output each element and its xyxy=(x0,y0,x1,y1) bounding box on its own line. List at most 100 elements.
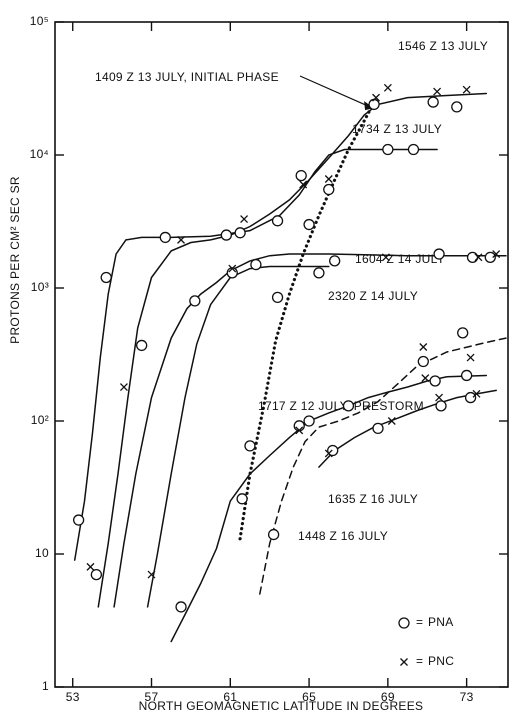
x-tick-label: 53 xyxy=(66,690,80,704)
y-axis-label: PROTONS PER CM² SEC SR xyxy=(8,176,22,344)
curve-label: 1717 Z 12 JULY, PRESTORM xyxy=(258,399,424,413)
y-tick-label: 10 xyxy=(35,546,49,560)
pna-point xyxy=(323,183,335,196)
pna-point xyxy=(250,258,262,271)
pna-point xyxy=(327,444,339,457)
curve-label: 1546 Z 13 JULY xyxy=(398,39,488,53)
x-tick-label: 73 xyxy=(460,690,474,704)
pnc-point xyxy=(462,85,471,94)
pna-point xyxy=(244,440,256,452)
pna-point xyxy=(464,391,477,404)
pnc-point xyxy=(387,417,396,425)
pna-point xyxy=(342,400,355,412)
legend-label: PNC xyxy=(428,654,454,668)
y-tick-label: 10⁵ xyxy=(30,14,49,28)
pna-point xyxy=(220,229,233,241)
pna-point xyxy=(234,227,246,239)
pnc-point xyxy=(474,253,483,262)
pna-point xyxy=(429,375,441,387)
pna-point xyxy=(382,143,394,156)
pnc-point xyxy=(435,393,444,402)
pna-point xyxy=(293,420,305,432)
pna-point xyxy=(435,400,447,412)
y-tick-label: 1 xyxy=(42,679,49,693)
pna-point xyxy=(295,169,307,182)
curve-label: 1448 Z 16 JULY xyxy=(298,529,388,543)
pnc-point xyxy=(419,343,428,351)
y-tick-label: 10² xyxy=(31,413,49,427)
pna-point xyxy=(236,493,248,505)
pnc-point xyxy=(295,426,304,435)
pna-point xyxy=(267,528,280,541)
pna-point xyxy=(457,327,469,339)
x-tick-label: 61 xyxy=(223,690,237,704)
pna-point xyxy=(466,251,479,264)
curve xyxy=(238,100,376,541)
y-tick-label: 10³ xyxy=(31,280,49,294)
pna-point xyxy=(427,96,439,108)
pnc-point xyxy=(381,253,390,262)
pnc-point xyxy=(372,93,380,102)
pna-point xyxy=(451,101,463,113)
pnc-point xyxy=(433,87,442,96)
legend-separator: = xyxy=(416,654,423,668)
pna-point xyxy=(100,271,112,284)
pna-point xyxy=(303,415,315,427)
pnc-point xyxy=(421,374,430,383)
pna-point xyxy=(271,291,284,304)
x-tick-label: 57 xyxy=(145,690,159,704)
pna-point xyxy=(136,339,148,352)
pna-point xyxy=(271,215,284,227)
y-tick-label: 10⁴ xyxy=(30,147,49,161)
legend-symbol xyxy=(400,658,408,666)
curve-label: 1604 Z 14 JULY xyxy=(355,252,445,266)
pnc-point xyxy=(240,215,249,223)
pna-point xyxy=(484,251,496,264)
curve-label: 1409 Z 13 JULY, INITIAL PHASE xyxy=(95,70,279,84)
pna-point xyxy=(372,422,384,435)
pnc-point xyxy=(86,562,95,571)
plot-frame xyxy=(54,21,509,688)
pnc-point xyxy=(472,389,481,398)
pnc-point xyxy=(147,570,156,579)
pnc-point xyxy=(466,353,475,362)
curve xyxy=(259,337,507,595)
pna-point xyxy=(329,255,341,267)
x-axis-label: NORTH GEOMAGNETIC LATITUDE IN DEGREES xyxy=(139,699,424,713)
pna-point xyxy=(189,295,201,307)
pna-point xyxy=(407,143,420,156)
pnc-point xyxy=(324,175,333,183)
pna-point xyxy=(175,601,187,613)
pnc-point xyxy=(383,83,392,92)
legend-separator: = xyxy=(416,615,423,629)
curve xyxy=(113,253,507,608)
curve-label: 2320 Z 14 JULY xyxy=(328,289,418,303)
pnc-point xyxy=(177,235,186,244)
pnc-point xyxy=(228,264,237,273)
pna-point xyxy=(313,267,325,279)
pna-point xyxy=(368,98,380,111)
pna-point xyxy=(72,514,85,526)
legend-label: PNA xyxy=(428,615,454,629)
pna-point xyxy=(159,231,171,244)
curve xyxy=(146,265,330,608)
curve xyxy=(73,148,438,561)
pnc-point xyxy=(324,449,333,458)
pnc-point xyxy=(299,180,308,189)
pna-point xyxy=(90,568,103,581)
legend-symbol xyxy=(398,617,410,629)
curve-label: 1635 Z 16 JULY xyxy=(328,492,418,506)
arrow-line xyxy=(299,75,369,107)
pna-point xyxy=(417,355,429,368)
pna-point xyxy=(460,369,473,382)
curve xyxy=(97,92,488,608)
pna-point xyxy=(433,248,445,260)
pnc-point xyxy=(119,383,128,392)
x-tick-label: 69 xyxy=(381,690,395,704)
x-tick-label: 65 xyxy=(302,690,316,704)
curve-label: 1734 Z 13 JULY xyxy=(352,122,442,136)
pna-point xyxy=(303,218,315,231)
curve xyxy=(170,374,488,643)
